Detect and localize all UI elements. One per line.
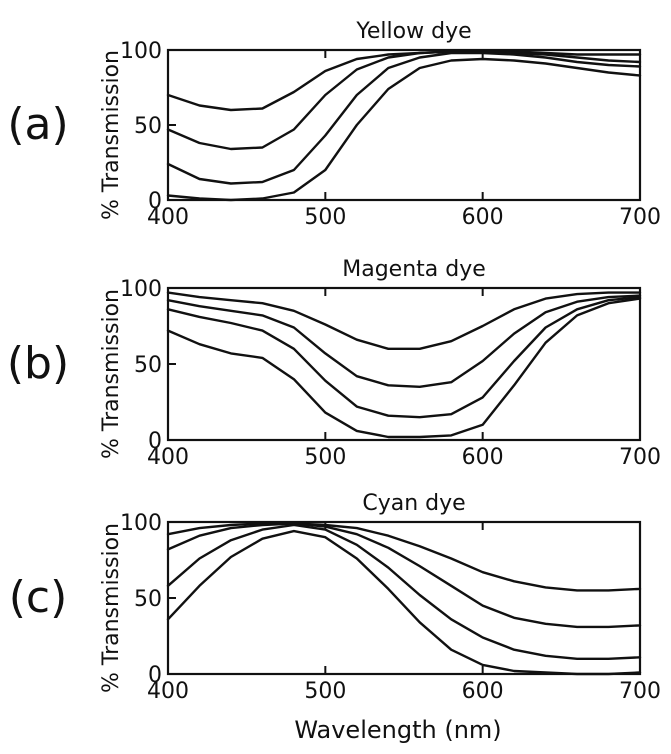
panel-title: Magenta dye — [342, 257, 486, 282]
y-tick-label: 0 — [148, 189, 162, 214]
series-line-4 — [166, 529, 642, 676]
x-tick-label: 700 — [619, 445, 661, 470]
panel-3: Cyan dye (c) % Transmission 400 500 600 700 0 50… — [9, 491, 661, 704]
y-tick-label: 100 — [120, 39, 162, 64]
series-line-2 — [166, 50, 642, 151]
y-tick-label: 50 — [134, 114, 162, 139]
y-axis-label: % Transmission — [99, 289, 124, 459]
series-line-2 — [166, 522, 642, 629]
y-tick-label: 100 — [120, 511, 162, 536]
series-line-4 — [166, 297, 642, 439]
plot-frame — [166, 520, 642, 676]
series-line-3 — [166, 51, 642, 185]
panel-1: Yellow dye (a) % Transmission 400 500 600 700 0… — [7, 19, 661, 230]
panel-label: (a) — [7, 99, 68, 150]
series-line-1 — [166, 50, 642, 112]
series-line-3 — [166, 295, 642, 419]
x-tick-label: 400 — [147, 205, 189, 230]
y-tick-label: 0 — [148, 429, 162, 454]
panels: Yellow dye(a)% Transmission 400 500 600 7000… — [7, 19, 661, 704]
x-tick-label: 400 — [147, 445, 189, 470]
y-axis-label: % Transmission — [99, 50, 124, 220]
series-line-1 — [166, 522, 642, 592]
x-tick-label: 500 — [304, 679, 346, 704]
x-tick-label: 500 — [304, 205, 346, 230]
series-line-1 — [166, 291, 642, 350]
x-tick-label: 600 — [462, 205, 504, 230]
series-line-4 — [166, 57, 642, 202]
panel-title: Yellow dye — [355, 19, 471, 44]
x-tick-label: 700 — [619, 205, 661, 230]
panel-label: (c) — [9, 572, 68, 623]
y-tick-label: 100 — [120, 277, 162, 302]
y-tick-label: 50 — [134, 353, 162, 378]
panel-label: (b) — [7, 338, 69, 389]
y-axis-label: % Transmission — [99, 523, 124, 693]
x-axis-label: Wavelength (nm) — [294, 716, 501, 744]
x-tick-label: 500 — [304, 445, 346, 470]
x-tick-label: 600 — [462, 445, 504, 470]
panel-2: Magenta dye(b)% Transmission 400 500 600 700… — [7, 257, 661, 470]
y-tick-label: 50 — [134, 587, 162, 612]
panel-title: Cyan dye — [362, 491, 465, 516]
x-tick-label: 700 — [619, 679, 661, 704]
plot-frame — [166, 48, 642, 202]
series-line-3 — [166, 523, 642, 660]
x-tick-label: 400 — [147, 679, 189, 704]
series-line-2 — [166, 294, 642, 388]
x-tick-label: 600 — [462, 679, 504, 704]
y-tick-label: 0 — [148, 663, 162, 688]
